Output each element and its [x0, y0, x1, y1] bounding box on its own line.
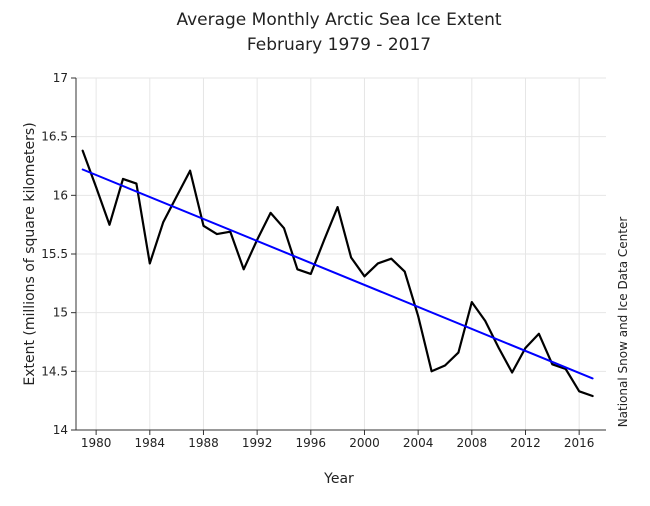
data-point: [457, 351, 460, 354]
x-tick-label: 1992: [242, 436, 273, 450]
data-point: [323, 239, 326, 241]
x-tick-label: 2016: [564, 436, 595, 450]
y-tick-label: 16: [53, 188, 68, 202]
x-tick-label: 1980: [81, 436, 112, 450]
data-point: [148, 262, 151, 265]
data-point: [269, 212, 272, 214]
source-label: National Snow and Ice Data Center: [616, 217, 630, 428]
trend-line: [81, 168, 594, 380]
y-tick-label: 14.5: [41, 364, 68, 378]
y-tick-label: 14: [53, 423, 68, 437]
y-tick-label: 15.5: [41, 247, 68, 261]
data-point: [403, 270, 406, 273]
x-tick-label: 1988: [188, 436, 219, 450]
data-point: [95, 186, 98, 189]
data-point: [591, 395, 594, 397]
data-point: [417, 315, 420, 318]
x-tick-label: 2004: [403, 436, 434, 450]
data-point: [524, 346, 527, 349]
data-point: [162, 221, 165, 224]
data-point: [390, 257, 393, 260]
data-point: [108, 223, 111, 226]
data-point: [189, 169, 191, 172]
data-point: [122, 178, 124, 180]
data-point: [135, 182, 138, 185]
data-point: [350, 256, 352, 259]
data-point: [202, 224, 205, 227]
tick-labels: 14 14.5 15 15.5 16 16.5 17 1980 1984 1988 1992 1996…: [41, 71, 594, 450]
x-axis-label: Year: [323, 471, 354, 487]
data-point: [538, 332, 540, 335]
data-point: [81, 149, 84, 152]
x-tick-label: 1984: [135, 436, 166, 450]
x-tick-label: 1996: [296, 436, 327, 450]
x-tick-label: 2012: [510, 436, 541, 450]
series: [81, 149, 594, 398]
y-axis-label: Extent (millions of square kilometers): [22, 122, 38, 385]
data-point: [296, 268, 299, 271]
data-point: [363, 275, 366, 278]
data-point: [430, 370, 433, 373]
data-point: [484, 319, 487, 322]
data-point: [470, 301, 473, 304]
data-point: [551, 363, 554, 366]
data-point: [336, 206, 339, 208]
data-point: [444, 364, 446, 367]
data-point: [511, 371, 513, 374]
data-point: [578, 390, 581, 393]
data-point: [376, 262, 379, 265]
chart-title: Average Monthly Arctic Sea Ice Extent: [176, 10, 501, 30]
y-tick-label: 17: [53, 71, 68, 85]
data-point: [215, 233, 218, 235]
data-point: [229, 230, 232, 233]
data-point: [283, 227, 285, 230]
data-point: [497, 346, 500, 349]
y-tick-label: 16.5: [41, 130, 68, 144]
y-tick-label: 15: [53, 306, 68, 320]
axes: [71, 77, 606, 435]
chart-subtitle: February 1979 - 2017: [247, 35, 431, 55]
x-tick-label: 2008: [457, 436, 488, 450]
data-point: [242, 268, 245, 271]
data-point: [175, 195, 178, 198]
grid: [76, 77, 606, 431]
x-tick-label: 2000: [349, 436, 380, 450]
data-point: [309, 273, 312, 275]
